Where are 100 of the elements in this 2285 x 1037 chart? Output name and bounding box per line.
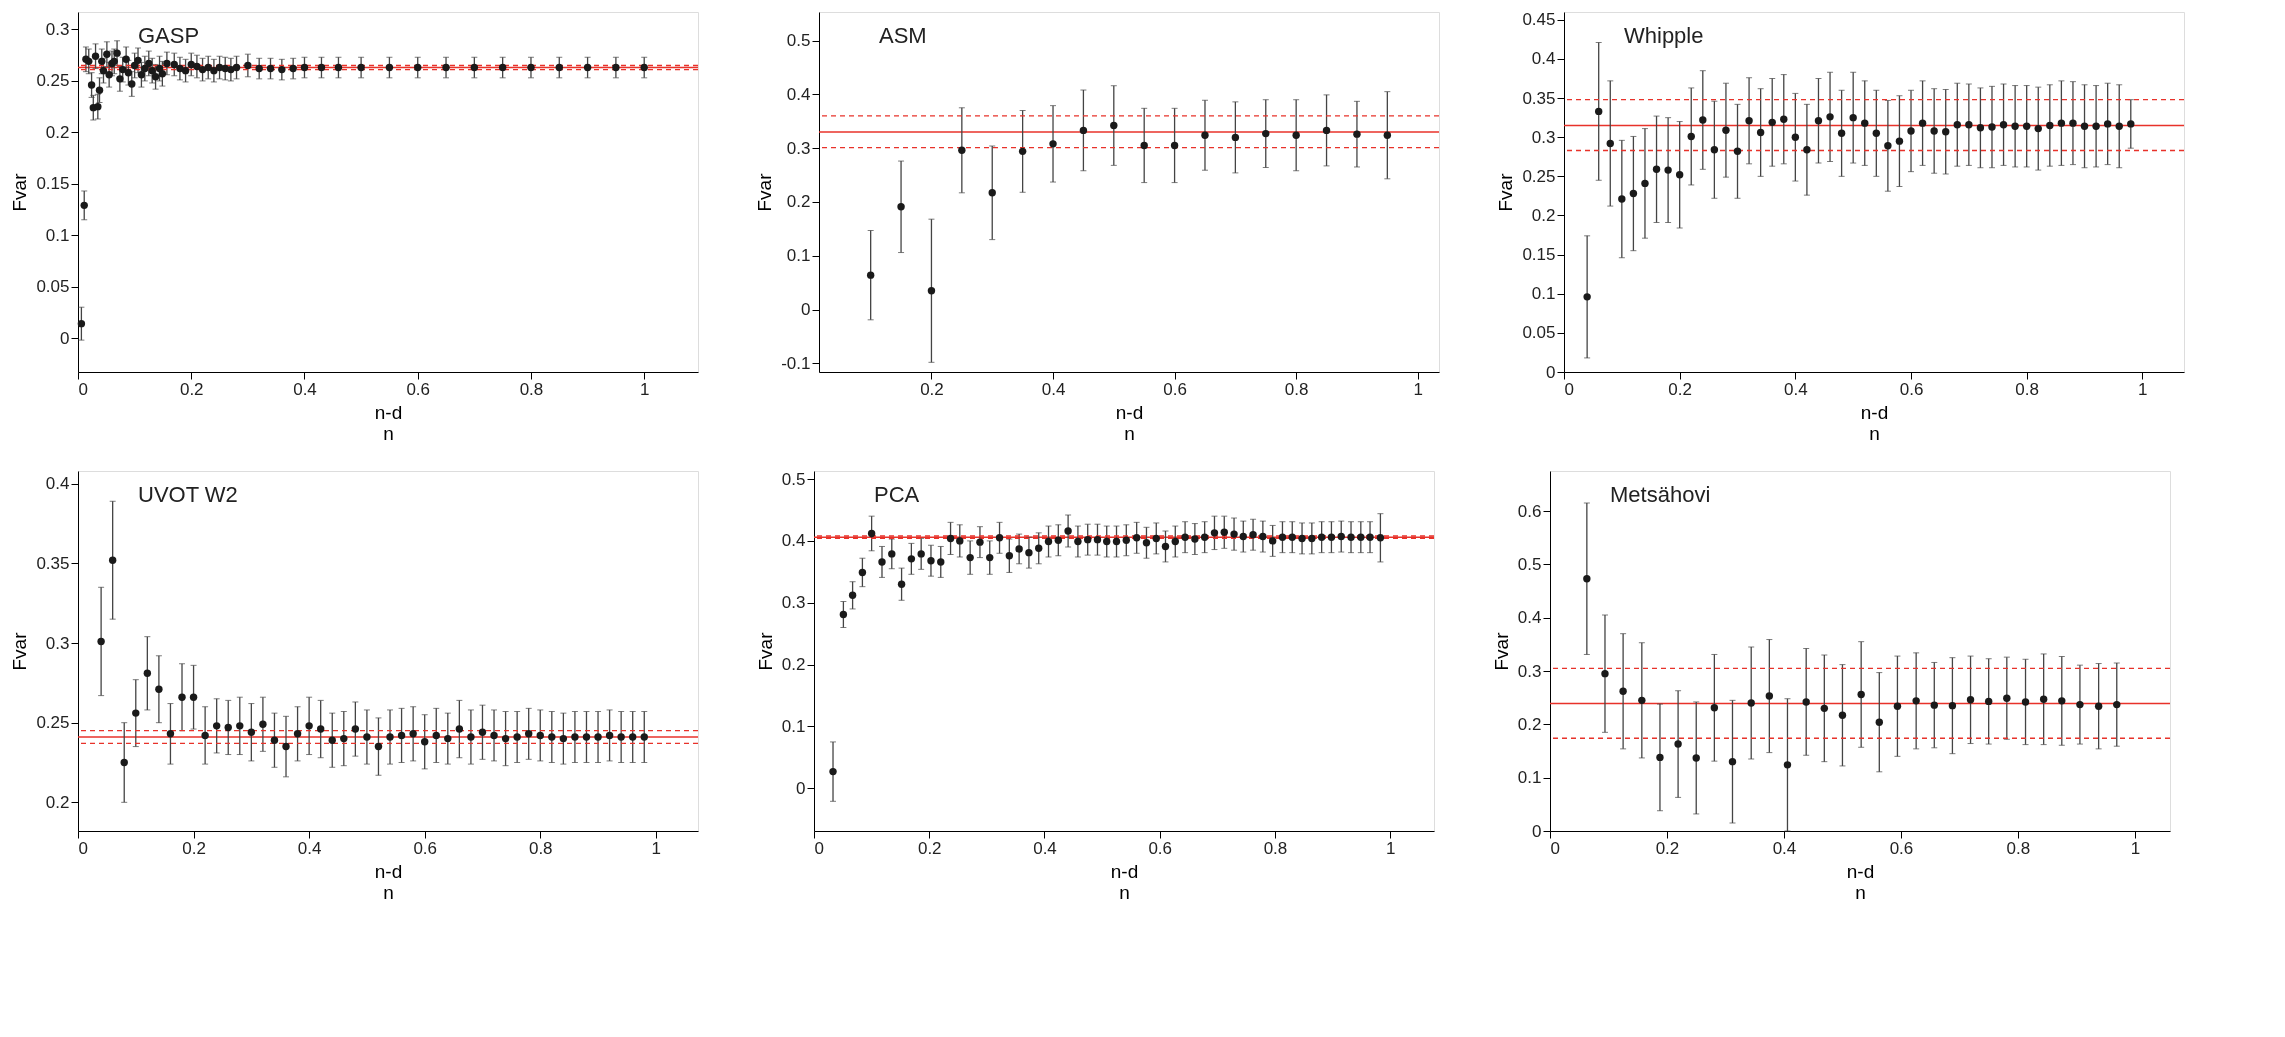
point [1893,702,1902,710]
point [1353,130,1361,138]
x-axis-title: n-d n [1860,401,1889,444]
point [1638,696,1646,705]
y-axis-title: Fvar [9,172,31,212]
point [1948,701,1957,710]
point [1942,128,1950,136]
point [1322,126,1331,135]
point [1826,113,1834,121]
point [524,730,533,738]
point [571,733,579,741]
y-tick-label: 0 [1546,362,1556,382]
point [927,287,936,295]
point [536,731,544,740]
point [1837,129,1846,138]
point [1872,129,1881,138]
point [2115,122,2123,130]
point [1656,753,1664,762]
x-tick-label: 0.6 [1889,838,1914,858]
point [1783,761,1792,769]
point [1142,539,1151,547]
point [2058,697,2066,705]
x-tick-label: 0 [78,838,88,858]
point [316,725,325,733]
point [1122,536,1131,544]
y-axis-title: Fvar [754,172,776,212]
point [1675,171,1684,179]
point [1191,535,1199,543]
x-axis-title: n-d n [374,860,403,903]
point [2003,694,2011,702]
y-tick-label: 0.3 [1531,127,1556,147]
point [1132,534,1141,542]
point [907,555,916,563]
point [1756,128,1765,137]
y-tick-label: 0.15 [1522,245,1556,265]
point [1988,123,1996,131]
point [328,736,336,744]
y-tick-label: 0.25 [1522,166,1556,186]
point [897,203,905,211]
point [282,742,290,751]
point [605,731,614,740]
point [478,728,487,736]
point [97,637,105,646]
point [888,550,896,558]
point [420,738,429,746]
x-tick-label: 0.6 [413,838,438,858]
y-tick-label: 0.4 [45,474,70,494]
y-tick-label: 0.2 [1531,205,1556,225]
y-tick-label: 0.1 [45,225,70,245]
point [1692,754,1700,762]
y-axis-title: Fvar [754,631,776,671]
point [640,733,648,741]
point [1710,146,1719,154]
y-tick-label: 0.5 [786,31,811,51]
point [897,580,906,588]
point [1357,533,1365,541]
point [236,722,244,730]
x-axis-title: n-d n [1110,860,1139,903]
y-tick-label: 0.1 [1517,768,1542,788]
x-tick-label: 1 [1413,379,1423,399]
point [2092,122,2100,130]
x-tick-label: 0.4 [293,379,317,399]
text: Whipple [1624,23,1704,48]
point [1641,179,1649,188]
point [1601,669,1609,678]
point [1687,132,1695,141]
y-tick-label: 0.45 [1522,10,1556,30]
point [1161,542,1170,551]
point [1884,142,1892,150]
y-tick-label: -0.1 [781,353,811,373]
point [548,733,556,741]
y-tick-label: 0.6 [1517,501,1542,521]
point [1802,698,1810,706]
x-tick-label: 0 [814,838,824,858]
y-tick-label: 0.05 [36,277,70,297]
point [1966,696,1975,704]
x-axis-title: n-d n [374,401,403,444]
x-tick-label: 0.2 [1655,838,1680,858]
text: GASP [138,23,200,48]
point [1110,121,1118,130]
point [867,529,876,538]
point [1035,544,1043,553]
point [1875,718,1884,726]
point [1984,697,1993,706]
x-tick-label: 0.6 [406,379,431,399]
point [946,534,955,543]
x-tick-label: 0.8 [519,379,544,399]
point [2094,702,2103,710]
point [1220,528,1228,536]
point [1930,701,1938,709]
point [2127,120,2135,128]
point [1347,533,1355,541]
point [1049,140,1057,148]
point [966,553,974,562]
x-tick-label: 0.2 [179,379,204,399]
y-axis-title: Fvar [1490,631,1512,671]
point [1262,129,1270,138]
point [1079,126,1088,135]
y-tick-label: 0.2 [786,192,811,212]
point [212,722,221,730]
